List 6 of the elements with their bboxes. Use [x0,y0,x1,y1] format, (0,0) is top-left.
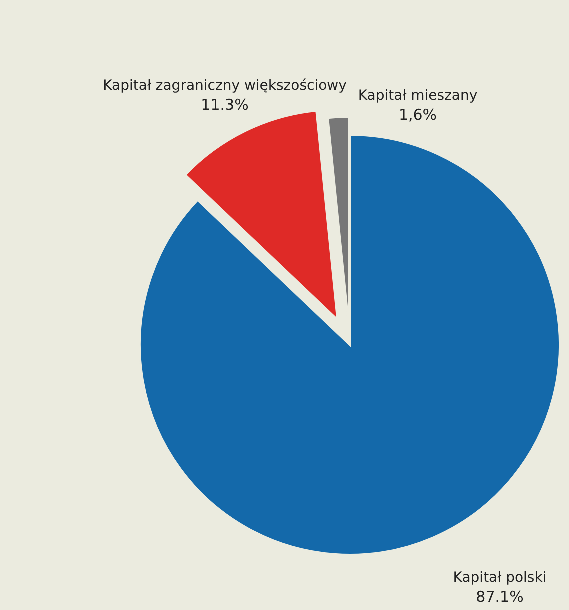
slice-label: Kapitał mieszany [358,88,478,104]
data-label: 87.1% [476,588,524,606]
slice-label: Kapitał polski [453,570,547,586]
slice-label: Kapitał zagraniczny większościowy [103,78,347,94]
data-label: 1,6% [398,106,438,124]
data-label: 11.3% [201,96,249,114]
